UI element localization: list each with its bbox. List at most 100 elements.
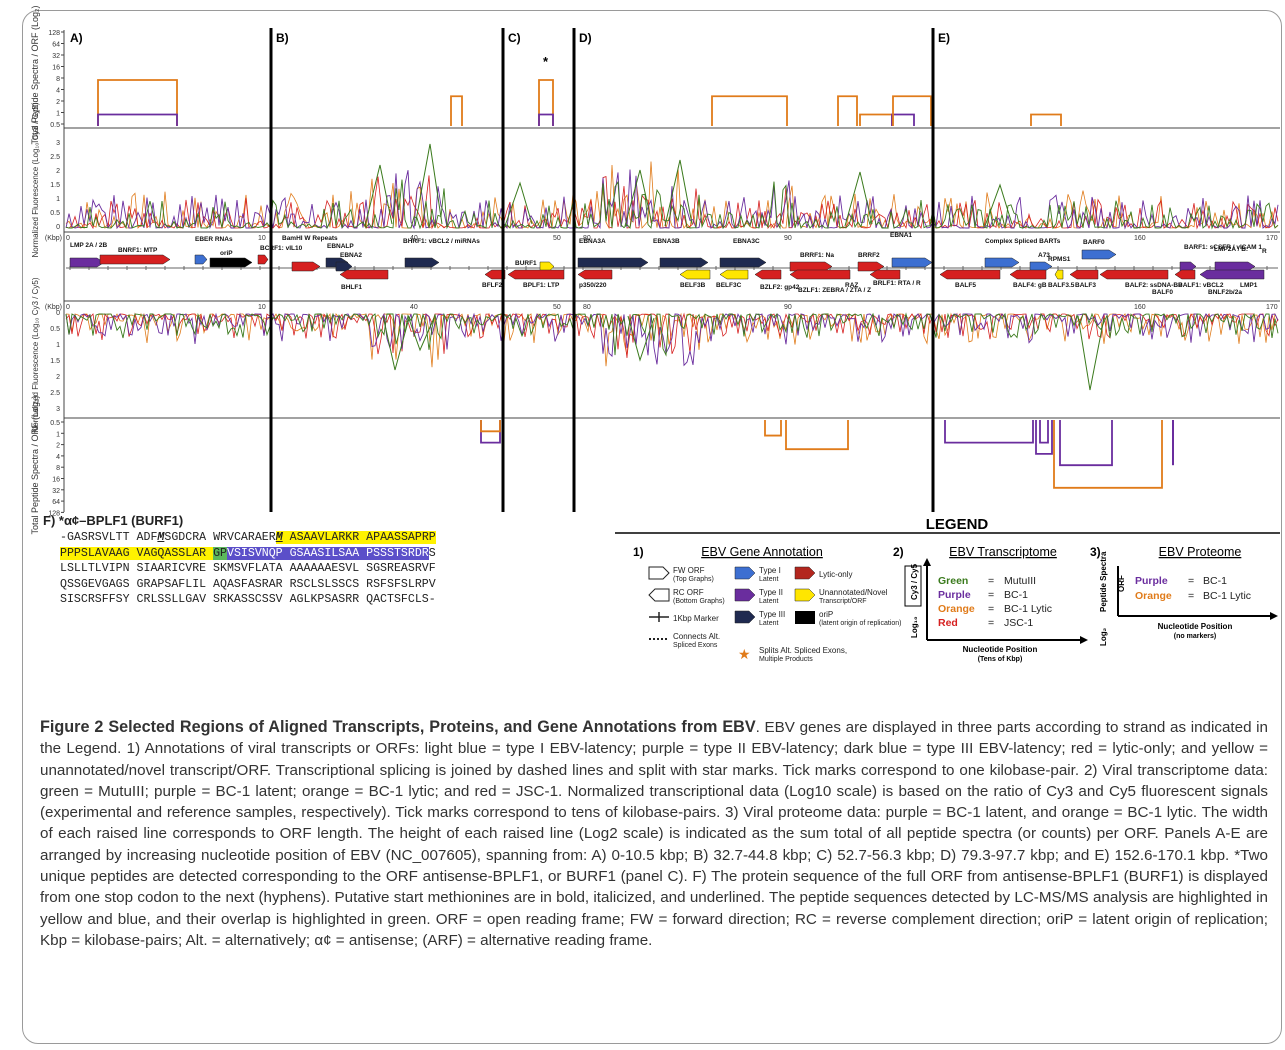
gene-label-forward: R — [1262, 248, 1267, 255]
legend-s3-orf: ORF — [1117, 575, 1126, 592]
gene-label-forward: BHRF1: vBCL2 / miRNAs — [403, 238, 480, 245]
peptide-rc-latent — [1059, 420, 1113, 467]
peptide-fw-latent — [891, 113, 915, 126]
gene-lmp1 — [1199, 269, 1265, 280]
sequence-row: SISCRSFFSY CRLSSLLGAV SRKASSCSSV AGLKPSA… — [60, 592, 436, 608]
kbp-tick-top: 170 — [1266, 235, 1278, 242]
legend-item-label: 1Kbp Marker — [673, 614, 719, 623]
panel-label-e: E) — [938, 31, 950, 45]
caption-body: . EBV genes are displayed in three parts… — [40, 719, 1268, 949]
peptide-rc-lytic — [785, 420, 849, 451]
panel-rows — [63, 30, 1280, 512]
gene-brrf1 — [789, 261, 833, 272]
gene-label-reverse: RAZ — [845, 282, 858, 289]
unique-peptide-star: * — [543, 54, 549, 69]
gene-bhlf1 — [339, 269, 389, 280]
bottom-tick-label: 8 — [56, 465, 60, 472]
figure-caption: Figure 2 Selected Regions of Aligned Tra… — [40, 717, 1268, 951]
lower-fluor-axis-title: Normalized Fluorescence (Log₁₀ Cy3 / Cy5… — [31, 277, 40, 432]
gene-barf1 — [1179, 261, 1197, 272]
peptide-fw-lytic — [859, 113, 893, 126]
gene-label-forward: EBNA2 — [340, 252, 362, 259]
gene-label-reverse: BALF3.5 — [1048, 282, 1075, 289]
legend-item-label: Lytic-only — [819, 570, 853, 579]
caption-title: Figure 2 Selected Regions of Aligned Tra… — [40, 718, 756, 736]
gene-bzlf2 — [754, 269, 782, 280]
kbp-unit-top: (Kbp) — [45, 235, 62, 242]
gene-brlf1 — [869, 269, 901, 280]
sequence-row: LSLLTLVIPN SIAARICVRE SKMSVFLATA AAAAAAE… — [60, 561, 436, 577]
top-tick-label: 32 — [52, 53, 60, 60]
kbp-tick-bottom: 90 — [784, 304, 792, 311]
gene-label-forward: BRRF1: Na — [800, 252, 834, 259]
panel-label-d: D) — [579, 31, 592, 45]
legend-item-sub: Latent — [759, 598, 779, 605]
gene-label-reverse: BRLF1: RTA / R — [873, 280, 921, 287]
peptide-rc-lytic — [1053, 420, 1163, 489]
legend-s2-value: JSC-1 — [1004, 617, 1033, 629]
gene-label-reverse: BALF2: ssDNA-BP — [1125, 282, 1183, 289]
gene-ebna1 — [891, 257, 933, 268]
panel-dividers — [269, 28, 935, 512]
gene-eber — [194, 254, 208, 265]
peptide-fw-lytic — [97, 79, 178, 126]
fluor-tick-label: 0 — [56, 224, 60, 231]
gene-label-forward: oriP — [220, 250, 233, 257]
kbp-tick-top: 40 — [410, 235, 418, 242]
kbp-tick-top: 80 — [583, 235, 591, 242]
legend-item-label: Type II — [759, 588, 783, 597]
kbp-tick-bottom: 80 — [583, 304, 591, 311]
legend-item-label: Unannotated/Novel — [819, 588, 888, 597]
legend-s2-title: EBV Transcriptome — [949, 545, 1057, 559]
gene-label-reverse: BALF3 — [1075, 282, 1096, 289]
peptide-fw-lytic — [711, 95, 788, 126]
top-tick-label: 4 — [56, 88, 60, 95]
peptide-rc-lytic — [764, 420, 782, 437]
sequence-segment: PPPSLAVAAG VAGQASSLAR — [60, 546, 214, 560]
legend-item-orip: oriP(latent origin of replication) — [795, 610, 902, 627]
legend-s2-xsub: (Tens of Kbp) — [978, 656, 1023, 663]
legend-s1-title: EBV Gene Annotation — [701, 545, 823, 559]
peptide-fw-lytic — [450, 95, 463, 126]
trace-bc1-bottom — [65, 312, 1279, 367]
top-tick-label: 128 — [48, 30, 60, 37]
top-tick-label: 64 — [52, 42, 60, 49]
legend-s2-eq: = — [988, 617, 994, 629]
gene-ebna3b — [659, 257, 709, 268]
legend-item-label: Splits Alt. Spliced Exons, — [759, 646, 847, 655]
gene-label-forward: BamHI W Repeats — [282, 235, 338, 242]
sequence-segment: S — [428, 546, 436, 560]
legend-item-label: RC ORF — [673, 588, 704, 597]
lower-fluor-tick-label: 1 — [56, 342, 60, 349]
bottom-tick-label: 1 — [56, 431, 60, 438]
peptide-rc-latent — [1039, 420, 1049, 444]
fluor-tick-label: 1 — [56, 196, 60, 203]
sequence-row: PPPSLAVAAG VAGQASSLAR GPVSISVNQP GSAASIL… — [60, 546, 436, 562]
legend-item-marker: 1Kbp Marker — [649, 612, 719, 623]
legend-s2-num: 2) — [893, 545, 904, 559]
fluor-tick-label: 2 — [56, 168, 60, 175]
gene-bcrf1 — [257, 254, 269, 265]
legend-s2-name: Purple — [938, 589, 971, 601]
fluor-tick-label: 3 — [56, 140, 60, 147]
peptide-fw-lytic — [1030, 113, 1062, 126]
trace-jsc1-top — [65, 175, 1279, 230]
kbp-tick-bottom: 50 — [553, 304, 561, 311]
gene-label-reverse: BFLF2 — [482, 282, 503, 289]
kbp-tick-top: 50 — [553, 235, 561, 242]
lower-fluor-tick-label: 3 — [56, 406, 60, 413]
mid-axis-title: Normalized Fluorescence (Log₁₀ Cy3 / Cy5… — [31, 102, 40, 257]
gene-burf1 — [539, 261, 555, 272]
gene-p350 — [577, 269, 613, 280]
gene-label-reverse: BELF3B — [680, 282, 706, 289]
legend-s3-xsub: (no markers) — [1174, 633, 1216, 640]
gene-bplf1 — [507, 269, 565, 280]
legend-item-sub: Multiple Products — [759, 656, 813, 663]
top-tick-label: 16 — [52, 65, 60, 72]
top-tick-label: 2 — [56, 99, 60, 106]
gene-label-forward: BRRF2 — [858, 252, 880, 259]
lower-fluor-tick-label: 0.5 — [50, 326, 60, 333]
gene-label-forward: BARF0 — [1083, 239, 1105, 246]
